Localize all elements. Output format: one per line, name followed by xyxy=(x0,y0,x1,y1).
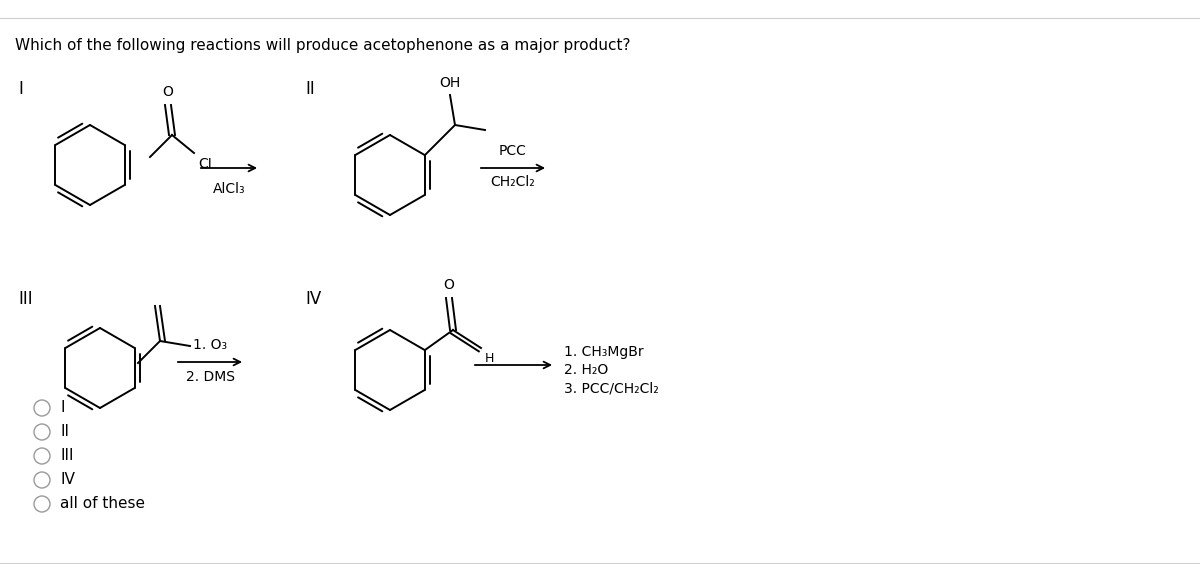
Text: 2. DMS: 2. DMS xyxy=(186,370,234,384)
Text: all of these: all of these xyxy=(60,497,145,511)
Text: H: H xyxy=(485,352,494,365)
Text: Which of the following reactions will produce acetophenone as a major product?: Which of the following reactions will pr… xyxy=(14,38,630,53)
Text: 3. PCC/CH₂Cl₂: 3. PCC/CH₂Cl₂ xyxy=(564,381,659,395)
Text: O: O xyxy=(162,85,174,99)
Text: CI: CI xyxy=(198,157,211,171)
Text: OH: OH xyxy=(439,76,461,90)
Text: I: I xyxy=(60,400,65,416)
Text: II: II xyxy=(305,80,314,98)
Text: III: III xyxy=(60,448,73,463)
Text: IV: IV xyxy=(60,472,74,488)
Text: AlCl₃: AlCl₃ xyxy=(212,182,245,196)
Text: IV: IV xyxy=(305,290,322,308)
Text: 1. CH₃MgBr: 1. CH₃MgBr xyxy=(564,345,643,359)
Text: PCC: PCC xyxy=(499,144,527,158)
Text: O: O xyxy=(444,278,455,292)
Text: 1. O₃: 1. O₃ xyxy=(193,338,227,352)
Text: I: I xyxy=(18,80,23,98)
Text: III: III xyxy=(18,290,32,308)
Text: II: II xyxy=(60,425,70,439)
Text: 2. H₂O: 2. H₂O xyxy=(564,363,608,377)
Text: CH₂Cl₂: CH₂Cl₂ xyxy=(491,175,535,189)
